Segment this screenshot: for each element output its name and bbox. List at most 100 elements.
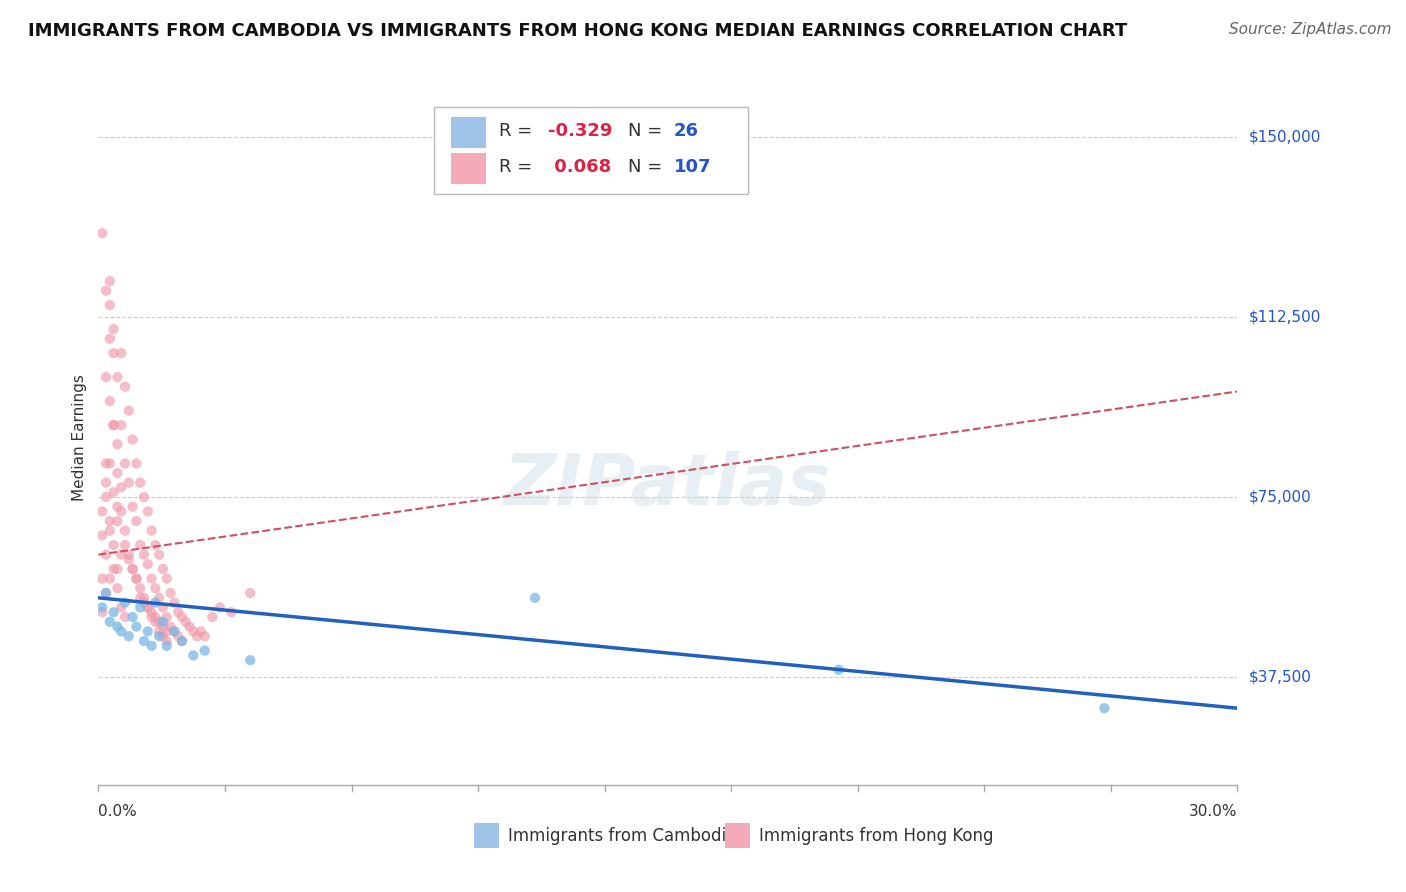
- Text: N =: N =: [628, 158, 662, 176]
- Point: [156, 634, 179, 648]
- Text: 26: 26: [673, 121, 699, 139]
- Point: [239, 653, 262, 667]
- Point: [125, 619, 148, 633]
- Point: [174, 615, 197, 629]
- Point: [103, 485, 125, 500]
- Point: [156, 639, 179, 653]
- Point: [118, 475, 141, 490]
- Point: [103, 418, 125, 433]
- Point: [94, 284, 117, 298]
- Point: [94, 548, 117, 562]
- Point: [186, 629, 208, 643]
- Point: [183, 624, 205, 639]
- Point: [132, 490, 155, 504]
- Point: [152, 615, 174, 629]
- Text: R =: R =: [499, 121, 533, 139]
- Bar: [725, 823, 749, 847]
- Point: [148, 615, 170, 629]
- Point: [98, 332, 121, 346]
- Point: [98, 394, 121, 409]
- Point: [98, 572, 121, 586]
- Point: [107, 581, 129, 595]
- Point: [136, 504, 159, 518]
- Point: [94, 457, 117, 471]
- Point: [98, 514, 121, 528]
- Point: [194, 629, 217, 643]
- Point: [103, 322, 125, 336]
- Point: [129, 581, 152, 595]
- Point: [145, 581, 167, 595]
- Point: [125, 572, 148, 586]
- Point: [107, 619, 129, 633]
- Point: [125, 572, 148, 586]
- Point: [163, 596, 186, 610]
- Point: [132, 596, 155, 610]
- Text: -0.329: -0.329: [548, 121, 613, 139]
- Point: [107, 514, 129, 528]
- Point: [148, 624, 170, 639]
- Point: [110, 504, 132, 518]
- Point: [148, 629, 170, 643]
- Point: [94, 490, 117, 504]
- Point: [118, 552, 141, 566]
- Point: [145, 615, 167, 629]
- Point: [170, 634, 193, 648]
- Point: [121, 433, 143, 447]
- Point: [141, 610, 163, 624]
- Text: R =: R =: [499, 158, 533, 176]
- Point: [118, 403, 141, 417]
- Y-axis label: Median Earnings: Median Earnings: [72, 374, 87, 500]
- Point: [103, 538, 125, 552]
- Point: [98, 274, 121, 288]
- Point: [107, 437, 129, 451]
- Point: [98, 298, 121, 312]
- Point: [110, 624, 132, 639]
- Point: [107, 562, 129, 576]
- Point: [167, 629, 190, 643]
- Point: [129, 591, 152, 605]
- Point: [118, 548, 141, 562]
- Text: 0.0%: 0.0%: [98, 805, 138, 819]
- Point: [107, 500, 129, 514]
- Point: [107, 466, 129, 480]
- Point: [145, 596, 167, 610]
- Point: [201, 610, 224, 624]
- Text: N =: N =: [628, 121, 662, 139]
- Point: [148, 548, 170, 562]
- Point: [91, 572, 114, 586]
- Point: [163, 624, 186, 639]
- Point: [136, 624, 159, 639]
- Point: [145, 610, 167, 624]
- Point: [183, 648, 205, 663]
- Point: [94, 586, 117, 600]
- Text: $75,000: $75,000: [1249, 490, 1312, 505]
- Point: [156, 572, 179, 586]
- Point: [121, 610, 143, 624]
- Text: 107: 107: [673, 158, 711, 176]
- Point: [103, 562, 125, 576]
- Point: [91, 504, 114, 518]
- Point: [148, 591, 170, 605]
- Text: IMMIGRANTS FROM CAMBODIA VS IMMIGRANTS FROM HONG KONG MEDIAN EARNINGS CORRELATIO: IMMIGRANTS FROM CAMBODIA VS IMMIGRANTS F…: [28, 22, 1128, 40]
- Point: [129, 475, 152, 490]
- Point: [1094, 701, 1116, 715]
- Point: [159, 619, 181, 633]
- Point: [136, 600, 159, 615]
- Bar: [451, 117, 485, 148]
- Point: [170, 634, 193, 648]
- Point: [125, 457, 148, 471]
- Point: [121, 562, 143, 576]
- Text: ZIPatlas: ZIPatlas: [505, 451, 831, 520]
- Bar: [451, 153, 485, 184]
- Point: [141, 605, 163, 619]
- Point: [91, 600, 114, 615]
- Point: [132, 548, 155, 562]
- Point: [118, 629, 141, 643]
- Point: [163, 624, 186, 639]
- Point: [114, 596, 136, 610]
- Point: [98, 457, 121, 471]
- Point: [152, 629, 174, 643]
- Text: Immigrants from Hong Kong: Immigrants from Hong Kong: [759, 827, 994, 845]
- Point: [103, 418, 125, 433]
- Point: [167, 605, 190, 619]
